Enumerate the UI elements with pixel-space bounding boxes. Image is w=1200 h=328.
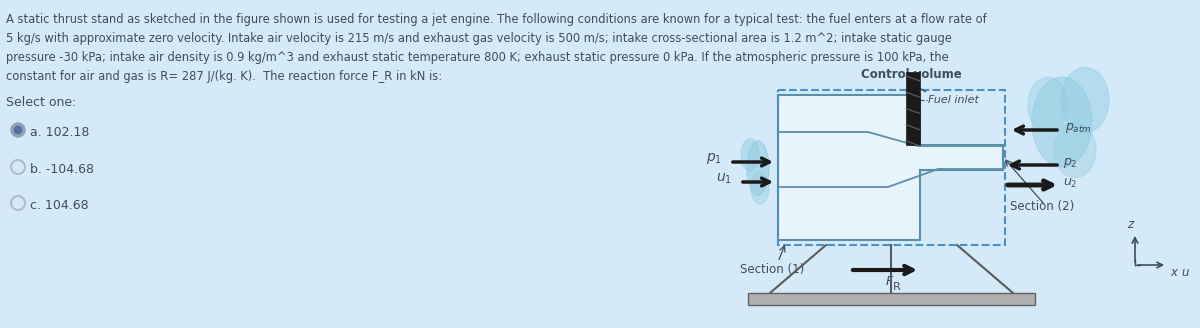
Ellipse shape (1054, 122, 1096, 177)
Text: $p_{atm}$: $p_{atm}$ (1066, 121, 1092, 135)
Text: a. 102.18: a. 102.18 (30, 126, 89, 139)
Ellipse shape (751, 172, 769, 204)
Text: pressure -30 kPa; intake air density is 0.9 kg/m^3 and exhaust static temperatur: pressure -30 kPa; intake air density is … (6, 51, 949, 64)
Text: R: R (893, 282, 901, 292)
Ellipse shape (1061, 68, 1109, 133)
Text: $F$: $F$ (886, 275, 895, 288)
Text: c. 104.68: c. 104.68 (30, 199, 89, 212)
Circle shape (11, 123, 25, 137)
Text: u: u (1181, 266, 1188, 279)
Text: Section (1): Section (1) (740, 263, 804, 276)
Bar (748, 293, 1034, 305)
Text: b. -104.68: b. -104.68 (30, 163, 94, 176)
Text: A static thrust stand as sketched in the figure shown is used for testing a jet : A static thrust stand as sketched in the… (6, 13, 986, 26)
Text: $p_1$: $p_1$ (706, 152, 722, 167)
Text: z: z (1127, 218, 1133, 231)
Polygon shape (778, 95, 1003, 240)
Ellipse shape (746, 140, 769, 195)
Text: x: x (1170, 266, 1177, 279)
Text: 5 kg/s with approximate zero velocity. Intake air velocity is 215 m/s and exhaus: 5 kg/s with approximate zero velocity. I… (6, 32, 952, 45)
Text: constant for air and gas is R= 287 J/(kg. K).  The reaction force F_R in kN is:: constant for air and gas is R= 287 J/(kg… (6, 70, 442, 83)
Bar (906, 72, 920, 145)
Text: Fuel inlet: Fuel inlet (928, 95, 979, 105)
Text: $u_2$: $u_2$ (1063, 176, 1078, 190)
Circle shape (14, 127, 22, 133)
Text: $u_1$: $u_1$ (716, 172, 732, 186)
Text: Control volume: Control volume (862, 68, 962, 81)
Text: Select one:: Select one: (6, 96, 77, 109)
Ellipse shape (1032, 77, 1092, 167)
Text: $p_2$: $p_2$ (1063, 156, 1078, 170)
Ellipse shape (742, 139, 760, 171)
Bar (778, 90, 1006, 245)
Text: Section (2): Section (2) (1010, 200, 1074, 213)
Ellipse shape (1028, 77, 1068, 133)
